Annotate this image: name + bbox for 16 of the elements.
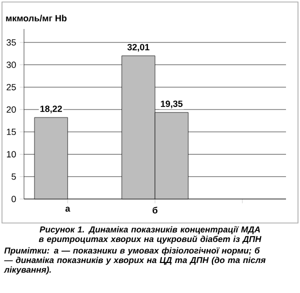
x-tick-label: б <box>152 206 158 214</box>
data-label: 32,01 <box>127 44 150 52</box>
y-tick-label: 0 <box>12 196 16 202</box>
y-tick-label: 35 <box>6 39 16 46</box>
y-tick-label: 15 <box>6 128 16 136</box>
y-axis-title: мкмоль/мг Hb <box>6 14 67 22</box>
text: Рисунок 1. Динаміка показників концентрації МДА в еритроцитах хворих на цукровий діабет із ДПН <box>38 226 262 244</box>
data-label: 19,35 <box>160 100 183 108</box>
x-tick-label: а <box>65 206 70 212</box>
y-tick-label: 10 <box>6 151 16 158</box>
y-tick-label: 30 <box>6 62 16 68</box>
y-tick-label: 20 <box>6 106 16 113</box>
text: Примітки: а — показники в умовах фізіологічної норми; б — динаміка показників у хворих на ЦД та ДПН (до та після лікування). <box>4 247 266 274</box>
data-label: 18,22 <box>40 106 62 114</box>
y-tick-label: 5 <box>12 174 16 180</box>
y-tick-label: 25 <box>6 84 16 90</box>
